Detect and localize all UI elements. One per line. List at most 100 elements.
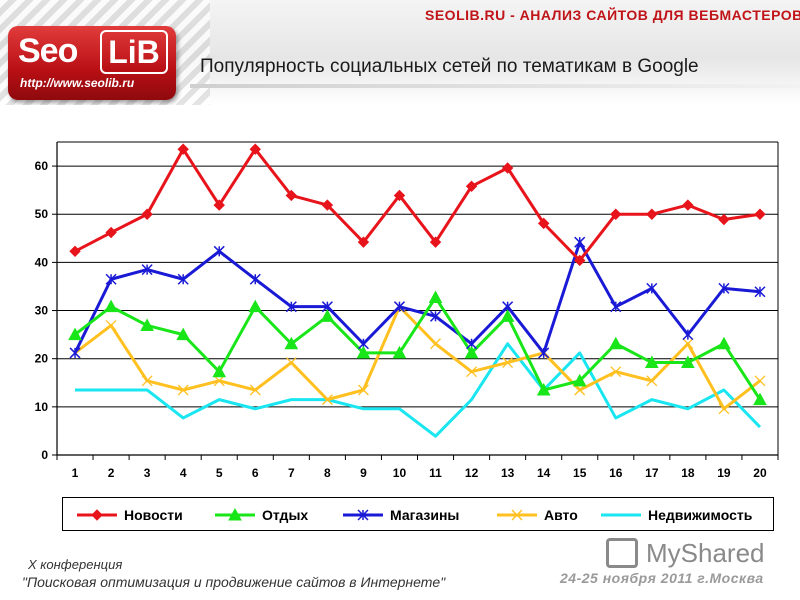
data-point bbox=[574, 236, 586, 248]
data-point bbox=[754, 208, 766, 220]
y-tick-label: 50 bbox=[35, 207, 49, 221]
data-point bbox=[357, 236, 370, 248]
data-point bbox=[572, 373, 587, 387]
site-title: SEOLIB.RU - АНАЛИЗ САЙТОВ ДЛЯ ВЕБМАСТЕРО… bbox=[425, 7, 800, 23]
data-point bbox=[91, 509, 103, 521]
data-point bbox=[608, 336, 623, 350]
data-point bbox=[501, 162, 514, 174]
series-line bbox=[74, 305, 761, 411]
data-point bbox=[177, 384, 189, 396]
data-point bbox=[429, 310, 442, 322]
y-tick-label: 0 bbox=[41, 448, 48, 462]
data-point bbox=[248, 299, 263, 313]
data-point bbox=[502, 357, 514, 369]
chart-legend: Новости Отдых Магазины Авто Недвижимость bbox=[62, 497, 774, 531]
data-point bbox=[69, 347, 81, 359]
y-tick-label: 40 bbox=[35, 255, 49, 269]
data-point bbox=[213, 245, 225, 257]
slide-title: Популярность социальных сетей по тематик… bbox=[200, 56, 699, 77]
x-tick-label: 3 bbox=[144, 466, 151, 480]
data-point bbox=[464, 345, 479, 359]
logo-lib-text: LiB bbox=[100, 30, 168, 74]
y-tick-label: 30 bbox=[35, 304, 49, 318]
x-tick-label: 5 bbox=[216, 466, 223, 480]
data-point bbox=[249, 143, 261, 155]
data-point bbox=[681, 355, 695, 369]
legend-label: Авто bbox=[544, 507, 578, 523]
data-point bbox=[511, 509, 523, 521]
data-point bbox=[320, 309, 335, 322]
data-point bbox=[213, 375, 225, 387]
legend-label: Отдых bbox=[262, 507, 308, 523]
myshared-watermark: MyShared bbox=[606, 536, 776, 570]
y-tick-label: 20 bbox=[35, 352, 49, 366]
series-line bbox=[75, 342, 762, 438]
data-point bbox=[465, 180, 478, 193]
data-point bbox=[140, 318, 154, 331]
x-tick-label: 8 bbox=[324, 466, 331, 480]
y-tick-label: 10 bbox=[35, 400, 49, 414]
data-point bbox=[754, 286, 766, 298]
data-point bbox=[717, 336, 731, 350]
x-tick-label: 13 bbox=[501, 466, 515, 480]
data-point bbox=[356, 345, 371, 359]
data-point bbox=[393, 301, 406, 313]
y-tick-label: 60 bbox=[35, 159, 49, 173]
data-point bbox=[357, 384, 369, 396]
legend-label: Недвижимость bbox=[648, 507, 753, 523]
data-point bbox=[646, 282, 658, 294]
x-tick-label: 2 bbox=[108, 466, 115, 480]
data-point bbox=[105, 273, 117, 285]
data-point bbox=[610, 301, 622, 313]
data-point bbox=[644, 355, 659, 369]
data-point bbox=[718, 403, 730, 415]
data-point bbox=[284, 336, 299, 350]
x-tick-label: 17 bbox=[645, 466, 659, 480]
data-point bbox=[285, 189, 298, 202]
data-point bbox=[466, 366, 478, 378]
data-point bbox=[68, 327, 82, 341]
data-point bbox=[285, 357, 297, 369]
series-line bbox=[74, 296, 762, 401]
data-point bbox=[537, 217, 550, 230]
data-point bbox=[500, 309, 515, 322]
data-point bbox=[105, 320, 117, 331]
data-point bbox=[393, 189, 406, 202]
title-underline bbox=[190, 84, 800, 88]
data-point bbox=[141, 264, 153, 276]
data-point bbox=[753, 392, 767, 406]
logo-url: http://www.seolib.ru bbox=[20, 76, 135, 90]
x-tick-label: 1 bbox=[72, 466, 79, 480]
x-tick-label: 9 bbox=[360, 466, 367, 480]
x-tick-label: 11 bbox=[429, 466, 442, 480]
data-point bbox=[574, 384, 586, 396]
data-point bbox=[141, 208, 153, 220]
x-tick-label: 16 bbox=[609, 466, 623, 480]
conference-name: "Поисковая оптимизация и продвижение сай… bbox=[22, 574, 446, 590]
x-tick-label: 19 bbox=[717, 466, 731, 480]
data-point bbox=[249, 273, 261, 285]
data-point bbox=[321, 199, 334, 211]
data-point bbox=[754, 375, 766, 387]
data-point bbox=[718, 282, 730, 294]
data-point bbox=[176, 327, 191, 341]
data-point bbox=[538, 347, 550, 359]
data-point bbox=[682, 199, 694, 211]
data-point bbox=[430, 338, 441, 350]
x-tick-label: 15 bbox=[573, 466, 587, 480]
header-banner: Seo LiB http://www.seolib.ru SEOLIB.RU -… bbox=[0, 0, 800, 105]
x-tick-label: 10 bbox=[393, 466, 407, 480]
data-point bbox=[105, 226, 117, 239]
x-tick-label: 4 bbox=[180, 466, 187, 480]
x-tick-label: 14 bbox=[537, 466, 551, 480]
data-point bbox=[429, 236, 442, 248]
x-tick-label: 7 bbox=[288, 466, 295, 480]
conference-date: 24-25 ноября 2011 г.Москва bbox=[560, 570, 764, 586]
data-point bbox=[646, 208, 658, 220]
data-point bbox=[177, 143, 189, 155]
seolib-logo[interactable]: Seo LiB http://www.seolib.ru bbox=[8, 26, 176, 100]
data-point bbox=[357, 509, 369, 521]
data-point bbox=[682, 329, 694, 341]
data-point bbox=[646, 375, 658, 387]
